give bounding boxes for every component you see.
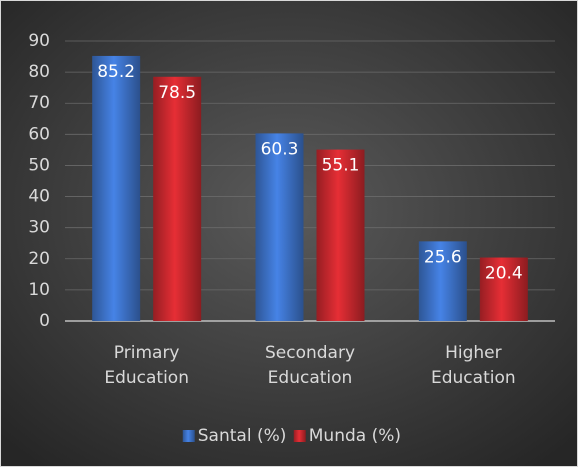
y-tick-label: 50 bbox=[28, 155, 50, 175]
y-tick-label: 20 bbox=[28, 249, 50, 269]
y-tick-label: 80 bbox=[28, 62, 50, 82]
y-tick-label: 90 bbox=[28, 31, 50, 51]
x-tick-label: Secondary Education bbox=[264, 343, 356, 388]
data-label: 20.4 bbox=[485, 264, 523, 284]
data-label: 55.1 bbox=[322, 156, 360, 176]
data-label: 78.5 bbox=[158, 83, 196, 103]
y-tick-label: 40 bbox=[28, 187, 50, 207]
bar bbox=[418, 241, 467, 321]
y-tick-label: 70 bbox=[28, 93, 50, 113]
bar bbox=[92, 55, 141, 321]
legend-label: Munda (%) bbox=[309, 426, 401, 446]
legend-label: Santal (%) bbox=[198, 426, 287, 446]
bar bbox=[153, 76, 202, 322]
data-label: 25.6 bbox=[424, 247, 462, 267]
y-tick-label: 0 bbox=[39, 311, 50, 331]
legend-swatch bbox=[182, 430, 195, 442]
x-tick-label: Higher Education bbox=[431, 343, 516, 388]
data-label: 85.2 bbox=[97, 62, 135, 82]
x-tick-label: Primary Education bbox=[104, 343, 189, 388]
bar bbox=[479, 257, 528, 321]
data-label: 60.3 bbox=[261, 139, 299, 159]
y-tick-label: 30 bbox=[28, 218, 50, 238]
bar bbox=[255, 133, 304, 321]
bar bbox=[316, 149, 365, 321]
y-tick-label: 10 bbox=[28, 280, 50, 300]
y-tick-label: 60 bbox=[28, 124, 50, 144]
legend-swatch bbox=[293, 430, 306, 442]
